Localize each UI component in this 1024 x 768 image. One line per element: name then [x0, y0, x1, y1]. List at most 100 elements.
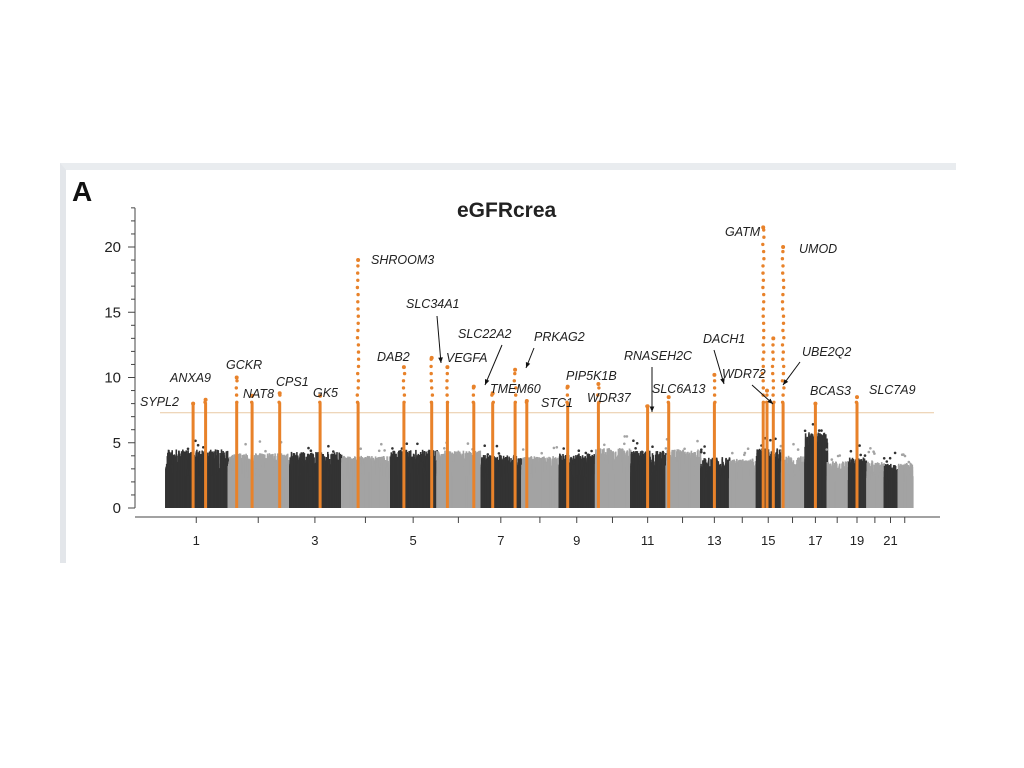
snp-point	[198, 475, 200, 508]
snp-point	[263, 468, 265, 508]
snp-point	[265, 477, 268, 508]
snp-point	[386, 467, 389, 508]
baseline-points	[165, 423, 914, 508]
snp-point	[185, 475, 188, 508]
snp-point	[296, 461, 298, 508]
snp-point	[244, 459, 247, 508]
snp-point	[177, 463, 179, 508]
snp-point	[219, 471, 221, 508]
snp-point	[417, 474, 419, 508]
snp-point	[264, 472, 267, 508]
snp-point	[385, 472, 388, 508]
snp-point	[379, 478, 382, 508]
snp-point	[392, 455, 394, 508]
snp-point	[397, 474, 400, 508]
snp-point	[466, 442, 470, 445]
snp-point	[273, 461, 276, 508]
snp-point	[327, 444, 330, 448]
panel-letter: A	[72, 176, 93, 207]
snp-point	[246, 477, 249, 508]
snp-point	[363, 475, 365, 508]
snp-point	[412, 469, 414, 508]
snp-point	[196, 443, 200, 447]
snp-point	[337, 462, 340, 508]
snp-point	[307, 446, 310, 450]
snp-point	[237, 468, 240, 508]
snp-point	[344, 466, 347, 508]
snp-point	[443, 447, 446, 450]
snp-point	[305, 461, 307, 508]
snp-point	[239, 474, 241, 508]
snp-point	[315, 476, 317, 508]
snp-point	[408, 466, 410, 508]
snp-point	[309, 449, 313, 453]
snp-point	[181, 462, 183, 508]
snp-point	[233, 454, 235, 508]
snp-point	[410, 472, 412, 508]
snp-point	[419, 461, 422, 508]
snp-point	[194, 439, 197, 443]
snp-point	[333, 475, 336, 508]
snp-point	[391, 470, 393, 508]
snp-point	[457, 471, 460, 508]
snp-point	[343, 459, 346, 508]
snp-point	[460, 473, 462, 508]
snp-point	[377, 475, 380, 508]
snp-point	[394, 460, 396, 508]
snp-point	[332, 462, 335, 508]
snp-point	[225, 464, 228, 508]
snp-point	[336, 461, 338, 508]
snp-point	[437, 466, 440, 508]
snp-point	[364, 459, 367, 508]
snp-point	[196, 461, 198, 508]
snp-point	[222, 456, 224, 508]
snp-point	[282, 477, 285, 508]
snp-point	[428, 451, 430, 508]
snp-point	[421, 462, 424, 508]
snp-point	[268, 475, 271, 508]
snp-point	[267, 456, 270, 508]
snp-point	[350, 468, 353, 508]
snp-point	[355, 478, 357, 508]
snp-point	[420, 472, 423, 508]
snp-point	[261, 467, 263, 508]
snp-point	[199, 466, 202, 508]
snp-point	[498, 466, 501, 508]
snp-point	[270, 454, 272, 508]
snp-point	[182, 451, 185, 508]
snp-point	[469, 474, 471, 508]
snp-point	[258, 440, 262, 443]
snp-point	[517, 467, 520, 508]
snp-point	[361, 477, 364, 508]
snp-point	[329, 466, 332, 508]
snp-point	[371, 478, 374, 508]
snp-point	[353, 477, 356, 508]
snp-point	[331, 474, 334, 508]
snp-point	[406, 459, 408, 508]
snp-point	[257, 469, 260, 508]
snp-point	[423, 472, 425, 508]
snp-point	[449, 463, 452, 508]
snp-point	[214, 474, 217, 508]
snp-point	[440, 467, 442, 508]
snp-point	[168, 450, 170, 508]
snp-point	[328, 469, 331, 508]
snp-point	[372, 457, 375, 508]
snp-point	[365, 473, 368, 508]
snp-point	[409, 475, 412, 508]
snp-point	[401, 452, 403, 508]
snp-point	[481, 477, 483, 508]
snp-point	[455, 455, 457, 508]
snp-point	[338, 462, 341, 508]
snp-point	[202, 471, 205, 508]
snp-point	[232, 470, 235, 508]
snp-point	[293, 456, 296, 508]
snp-point	[380, 442, 383, 446]
snp-point	[186, 447, 190, 451]
snp-point	[459, 473, 461, 508]
snp-point	[207, 458, 209, 508]
snp-point	[345, 478, 348, 508]
snp-point	[224, 468, 226, 508]
snp-point	[325, 463, 327, 508]
snp-point	[454, 475, 456, 508]
